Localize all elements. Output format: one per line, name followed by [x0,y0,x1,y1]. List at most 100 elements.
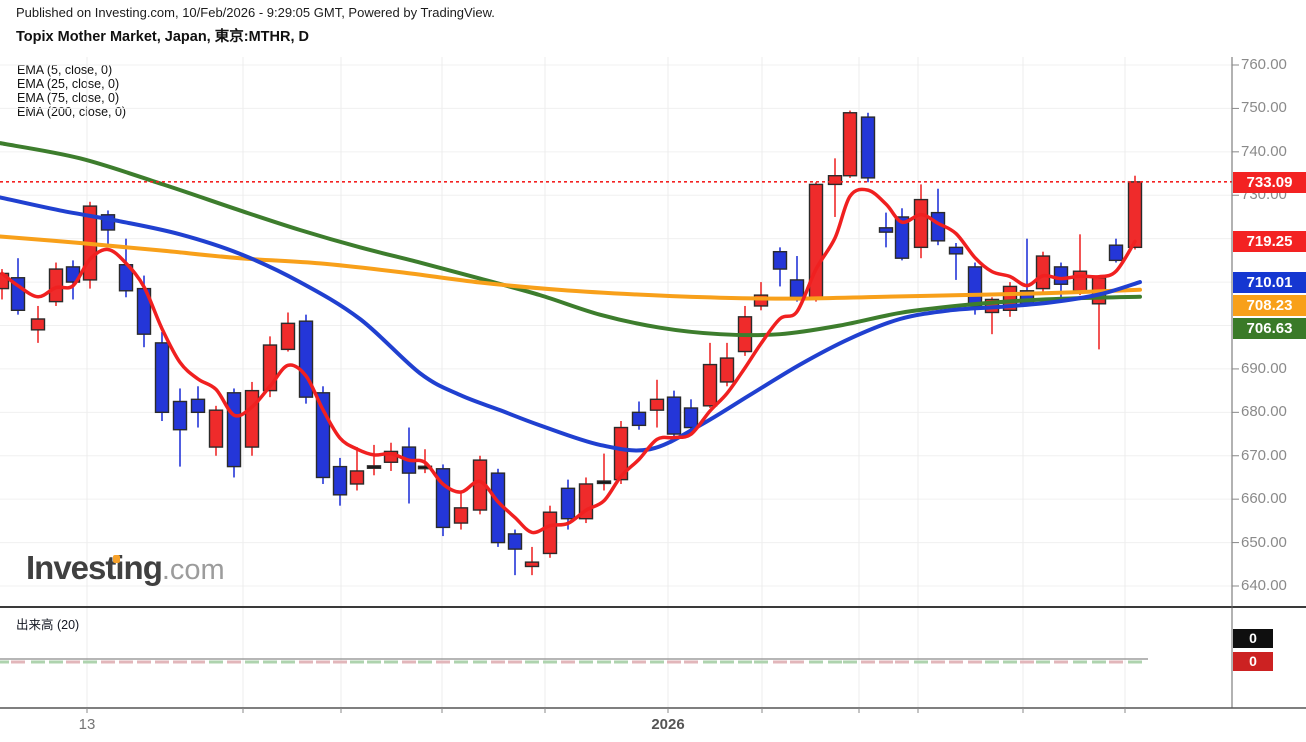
volume-bar [931,660,945,664]
candle-body [683,407,699,429]
candle-body [315,392,331,479]
candle-body [649,398,665,411]
price-tick-label: 660.00 [1241,490,1287,508]
time-tick-label: 2026 [651,716,685,733]
volume-bar [579,660,593,664]
volume-bar [1054,660,1068,664]
candle-body [789,279,805,298]
volume-bar [949,660,963,664]
volume-bar [525,660,539,664]
candle-body [453,507,469,524]
volume-indicator-label[interactable]: 出来高 (20) [16,618,80,632]
candle-body [435,468,451,529]
candle-body [154,342,170,414]
volume-bar [402,660,416,664]
ema5-line [0,187,1137,535]
volume-bar [281,660,295,664]
volume-bar [49,660,63,664]
volume-bar [31,660,45,664]
volume-bar [137,660,151,664]
candle-body [1072,270,1088,292]
candle-body [613,426,629,481]
legend-ema5[interactable]: EMA (5, close, 0) [17,63,113,77]
volume-bar [895,660,909,664]
volume-bar [597,660,611,664]
price-tick-label: 760.00 [1241,56,1287,73]
volume-bar [11,660,25,664]
volume-bar [119,660,133,664]
volume-bar [667,660,681,664]
volume-bar [436,660,450,664]
price-tick-label: 750.00 [1241,99,1287,117]
volume-value-tag: 0 [1233,629,1273,648]
volume-bar [491,660,505,664]
candle-body [948,246,964,255]
candle-body [702,363,718,407]
volume-bar [0,660,9,664]
candle-body [772,250,788,270]
candle-body [349,470,365,485]
price-tick-label: 680.00 [1241,403,1287,421]
candle-body [719,357,735,383]
candle-body [507,533,523,550]
volume-bar [703,660,717,664]
volume-bar [101,660,115,664]
candle-body [631,411,647,427]
legend-ema25[interactable]: EMA (25, close, 0) [17,77,120,91]
candle-body [967,266,983,307]
volume-bar [561,660,575,664]
volume-bar [843,660,857,664]
volume-value-tag: 0 [1233,652,1273,671]
volume-bar [720,660,734,664]
volume-bar [543,660,557,664]
price-value-tag: 708.23 [1233,295,1306,316]
candle-body [860,116,876,179]
candle-body [48,268,64,303]
volume-bar [828,660,842,664]
candle-body [894,216,910,259]
volume-bar [1128,660,1142,664]
volume-bar [650,660,664,664]
volume-bar [384,660,398,664]
volume-bar [83,660,97,664]
volume-bar [1036,660,1050,664]
candle-body [842,112,858,177]
price-tick-label: 670.00 [1241,446,1287,464]
volume-bar [632,660,646,664]
price-tick-label: 740.00 [1241,142,1287,160]
candle-body [753,294,769,307]
candle-body [366,465,382,469]
ema-line [0,141,1142,338]
volume-bar [299,660,313,664]
price-value-tag: 706.63 [1233,318,1306,339]
volume-bar [879,660,893,664]
volume-bar [227,660,241,664]
price-tick-label: 640.00 [1241,577,1287,594]
volume-bar [1092,660,1106,664]
candle-body [280,322,296,351]
legend-ema75[interactable]: EMA (75, close, 0) [17,91,120,105]
volume-bar [968,660,982,664]
candle-body [524,561,540,568]
price-tick-label: 690.00 [1241,359,1287,377]
ema-line [0,234,1142,301]
volume-bar [173,660,187,664]
candle-body [244,389,260,448]
candle-body [30,318,46,331]
volume-bar [1109,660,1123,664]
volume-bar [614,660,628,664]
volume-bar [1073,660,1087,664]
volume-bar [209,660,223,664]
volume-bar [191,660,205,664]
candle-body [226,392,242,468]
candle-body [666,396,682,435]
price-tick-label: 650.00 [1241,533,1287,551]
volume-bar [754,660,768,664]
time-tick-label: 13 [78,716,96,733]
volume-bar [316,660,330,664]
price-value-tag: 719.25 [1233,231,1306,252]
volume-bar [861,660,875,664]
volume-bar [333,660,347,664]
